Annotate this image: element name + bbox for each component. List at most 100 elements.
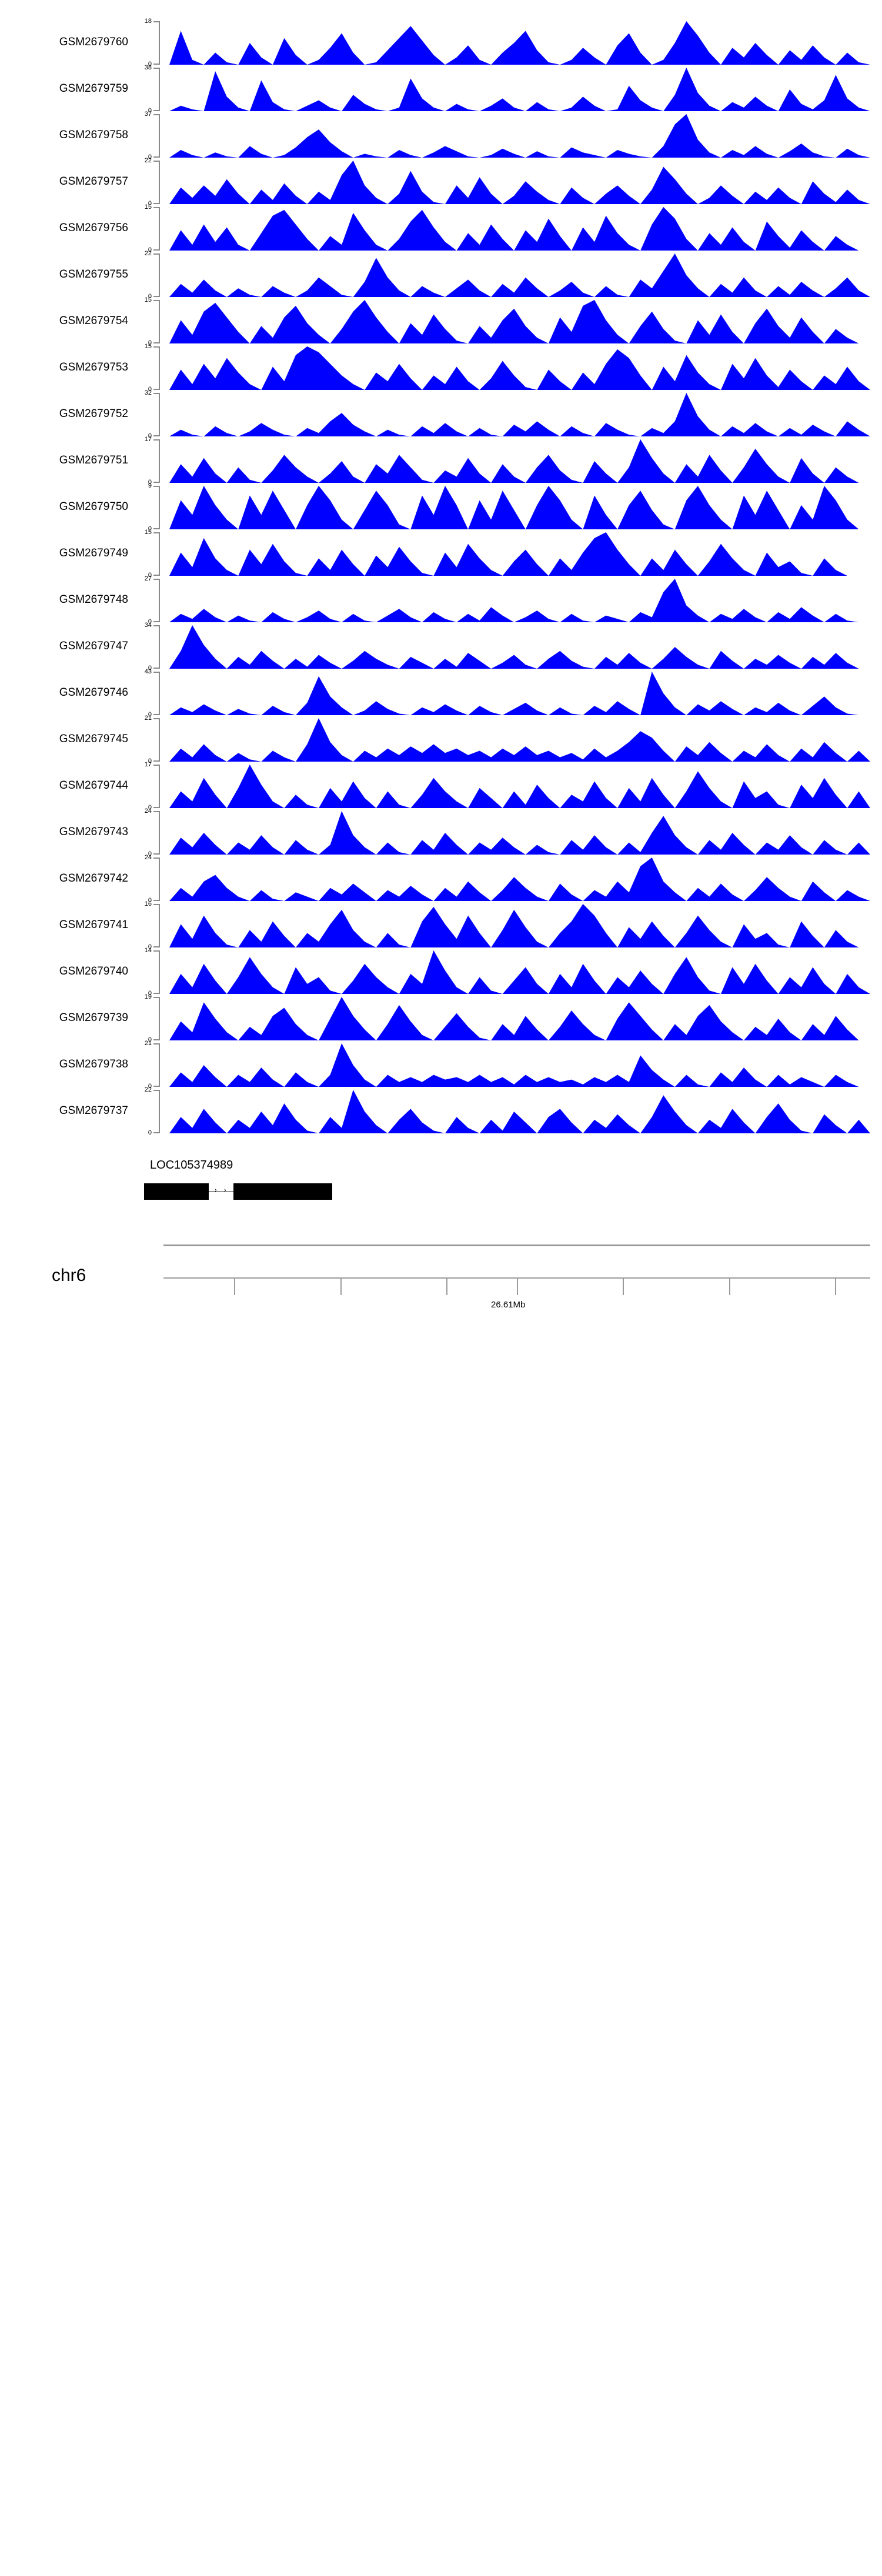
track-y-axis: 16 0 bbox=[131, 901, 165, 950]
y-axis-spine bbox=[159, 811, 160, 855]
coverage-area-svg bbox=[169, 625, 870, 669]
coverage-track: GSM2679738 21 0 bbox=[0, 1040, 882, 1090]
coverage-area-svg bbox=[169, 718, 870, 762]
track-y-axis: 17 0 bbox=[131, 762, 165, 811]
track-sample-label: GSM2679739 bbox=[59, 1012, 128, 1024]
y-axis-spine bbox=[159, 904, 160, 947]
y-axis-min-label: 0 bbox=[148, 665, 152, 672]
y-axis-tick-max bbox=[153, 300, 160, 301]
coverage-area-svg bbox=[169, 393, 870, 436]
axis-tick-mark bbox=[340, 1277, 342, 1295]
y-axis-tick-min bbox=[153, 807, 160, 808]
y-axis-spine bbox=[159, 161, 160, 204]
y-axis-spine bbox=[159, 300, 160, 343]
y-axis-tick-min bbox=[153, 1086, 160, 1087]
coverage-area-path bbox=[169, 904, 870, 947]
coverage-area-path bbox=[169, 439, 870, 483]
y-axis-min-label: 0 bbox=[148, 525, 152, 532]
coverage-area-path bbox=[169, 718, 870, 762]
y-axis-min-label: 0 bbox=[148, 386, 152, 393]
track-sample-label: GSM2679751 bbox=[59, 454, 128, 466]
coverage-plot-area bbox=[169, 68, 870, 111]
y-axis-tick-min bbox=[153, 203, 160, 204]
y-axis-min-label: 0 bbox=[148, 200, 152, 207]
coverage-track: GSM2679740 14 0 bbox=[0, 947, 882, 997]
coverage-track: GSM2679753 15 0 bbox=[0, 343, 882, 393]
y-axis-tick-max bbox=[153, 672, 160, 673]
y-axis-spine bbox=[159, 486, 160, 529]
y-axis-spine bbox=[159, 950, 160, 994]
coverage-area-path bbox=[169, 486, 870, 529]
coverage-plot-area bbox=[169, 904, 870, 947]
coverage-track: GSM2679739 19 0 bbox=[0, 994, 882, 1043]
y-axis-max-label: 22 bbox=[144, 1086, 152, 1093]
coverage-area-path bbox=[169, 21, 870, 65]
y-axis-tick-max bbox=[153, 532, 160, 533]
coverage-plot-area bbox=[169, 439, 870, 483]
coverage-area-svg bbox=[169, 997, 870, 1040]
y-axis-tick-min bbox=[153, 435, 160, 436]
y-axis-tick-max bbox=[153, 950, 160, 952]
y-axis-tick-min bbox=[153, 482, 160, 483]
exon-block bbox=[144, 1183, 209, 1200]
y-axis-max-label: 34 bbox=[144, 622, 152, 629]
track-sample-label: GSM2679748 bbox=[59, 593, 128, 606]
coverage-area-path bbox=[169, 253, 870, 297]
coverage-plot-area bbox=[169, 21, 870, 65]
coverage-track: GSM2679749 15 0 bbox=[0, 529, 882, 579]
coverage-area-svg bbox=[169, 811, 870, 855]
track-sample-label: GSM2679743 bbox=[59, 826, 128, 838]
y-axis-tick-min bbox=[153, 760, 160, 762]
strand-arrow-icon: › bbox=[224, 1187, 226, 1194]
track-sample-label: GSM2679760 bbox=[59, 36, 128, 48]
coverage-track: GSM2679758 37 0 bbox=[0, 111, 882, 161]
track-y-axis: 27 0 bbox=[131, 576, 165, 625]
y-axis-max-label: 15 bbox=[144, 529, 152, 536]
y-axis-max-label: 43 bbox=[144, 668, 152, 675]
axis-tick-mark bbox=[623, 1277, 624, 1295]
track-sample-label: GSM2679745 bbox=[59, 733, 128, 745]
axis-tick-mark bbox=[446, 1277, 447, 1295]
track-y-axis: 15 0 bbox=[131, 296, 165, 346]
y-axis-spine bbox=[159, 346, 160, 390]
y-axis-tick-min bbox=[153, 900, 160, 901]
track-y-axis: 19 0 bbox=[131, 994, 165, 1043]
coverage-track: GSM2679745 21 0 bbox=[0, 715, 882, 765]
track-y-axis: 37 0 bbox=[131, 111, 165, 161]
track-sample-label: GSM2679754 bbox=[59, 315, 128, 327]
coverage-track: GSM2679755 22 0 bbox=[0, 251, 882, 300]
y-axis-tick-max bbox=[153, 857, 160, 859]
y-axis-min-label: 0 bbox=[148, 432, 152, 439]
y-axis-min-label: 0 bbox=[148, 1083, 152, 1090]
y-axis-max-label: 38 bbox=[144, 64, 152, 71]
coverage-track: GSM2679754 15 0 bbox=[0, 296, 882, 346]
y-axis-tick-max bbox=[153, 811, 160, 812]
y-axis-min-label: 0 bbox=[148, 61, 152, 68]
y-axis-tick-min bbox=[153, 993, 160, 994]
coverage-area-svg bbox=[169, 579, 870, 622]
track-y-axis: 24 0 bbox=[131, 855, 165, 904]
y-axis-min-label: 0 bbox=[148, 1036, 152, 1043]
y-axis-tick-max bbox=[153, 346, 160, 348]
axis-tick-mark bbox=[517, 1277, 518, 1295]
track-y-axis: 15 0 bbox=[131, 203, 165, 253]
chromosome-label: chr6 bbox=[52, 1266, 86, 1285]
y-axis-max-label: 15 bbox=[144, 203, 152, 211]
coverage-plot-area bbox=[169, 672, 870, 715]
y-axis-tick-min bbox=[153, 156, 160, 158]
coverage-area-path bbox=[169, 393, 870, 436]
track-y-axis: 22 0 bbox=[131, 1086, 165, 1136]
coverage-area-svg bbox=[169, 207, 870, 251]
y-axis-spine bbox=[159, 672, 160, 715]
y-axis-max-label: 15 bbox=[144, 296, 152, 303]
y-axis-max-label: 17 bbox=[144, 436, 152, 443]
y-axis-min-label: 0 bbox=[148, 943, 152, 950]
coverage-area-path bbox=[169, 207, 870, 251]
coverage-area-path bbox=[169, 300, 870, 343]
track-y-axis: 43 0 bbox=[131, 668, 165, 718]
coverage-plot-area bbox=[169, 1090, 870, 1133]
track-y-axis: 21 0 bbox=[131, 1040, 165, 1090]
coverage-plot-area bbox=[169, 1043, 870, 1087]
coverage-area-path bbox=[169, 672, 870, 715]
track-sample-label: GSM2679749 bbox=[59, 547, 128, 559]
